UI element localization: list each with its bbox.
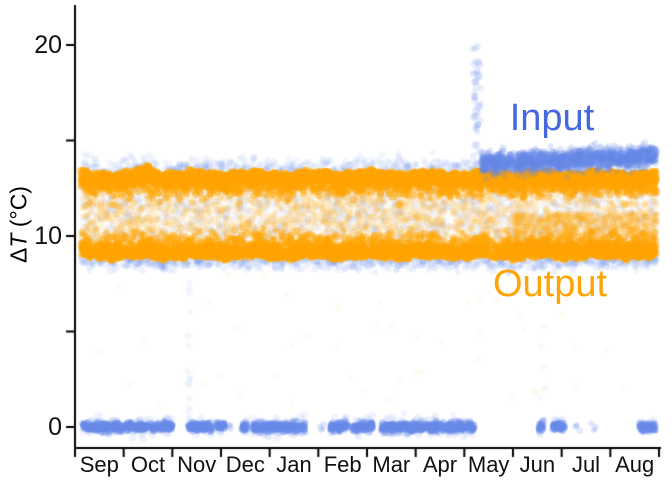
x-tick-label-oct: Oct bbox=[130, 452, 166, 477]
x-tick-label-sep: Sep bbox=[79, 452, 119, 477]
x-tick-label-nov: Nov bbox=[177, 452, 217, 477]
y-tick-label-20: 20 bbox=[34, 31, 62, 59]
x-tick-label-apr: Apr bbox=[422, 452, 458, 477]
y-tick-label-10: 10 bbox=[34, 222, 62, 250]
x-tick-label-dec: Dec bbox=[225, 452, 265, 477]
x-tick-label-aug: Aug bbox=[615, 452, 655, 477]
series-label-input: Input bbox=[509, 97, 595, 139]
series-label-output: Output bbox=[492, 263, 608, 305]
x-tick-label-may: May bbox=[467, 452, 510, 477]
x-tick-label-feb: Feb bbox=[323, 452, 362, 477]
x-tick-label-mar: Mar bbox=[372, 452, 411, 477]
y-tick-label-0: 0 bbox=[48, 413, 62, 441]
x-tick-label-jun: Jun bbox=[519, 452, 556, 477]
x-tick-label-jul: Jul bbox=[571, 452, 601, 477]
y-axis-title-delta: Δ bbox=[5, 247, 32, 263]
x-tick-label-jan: Jan bbox=[276, 452, 312, 477]
